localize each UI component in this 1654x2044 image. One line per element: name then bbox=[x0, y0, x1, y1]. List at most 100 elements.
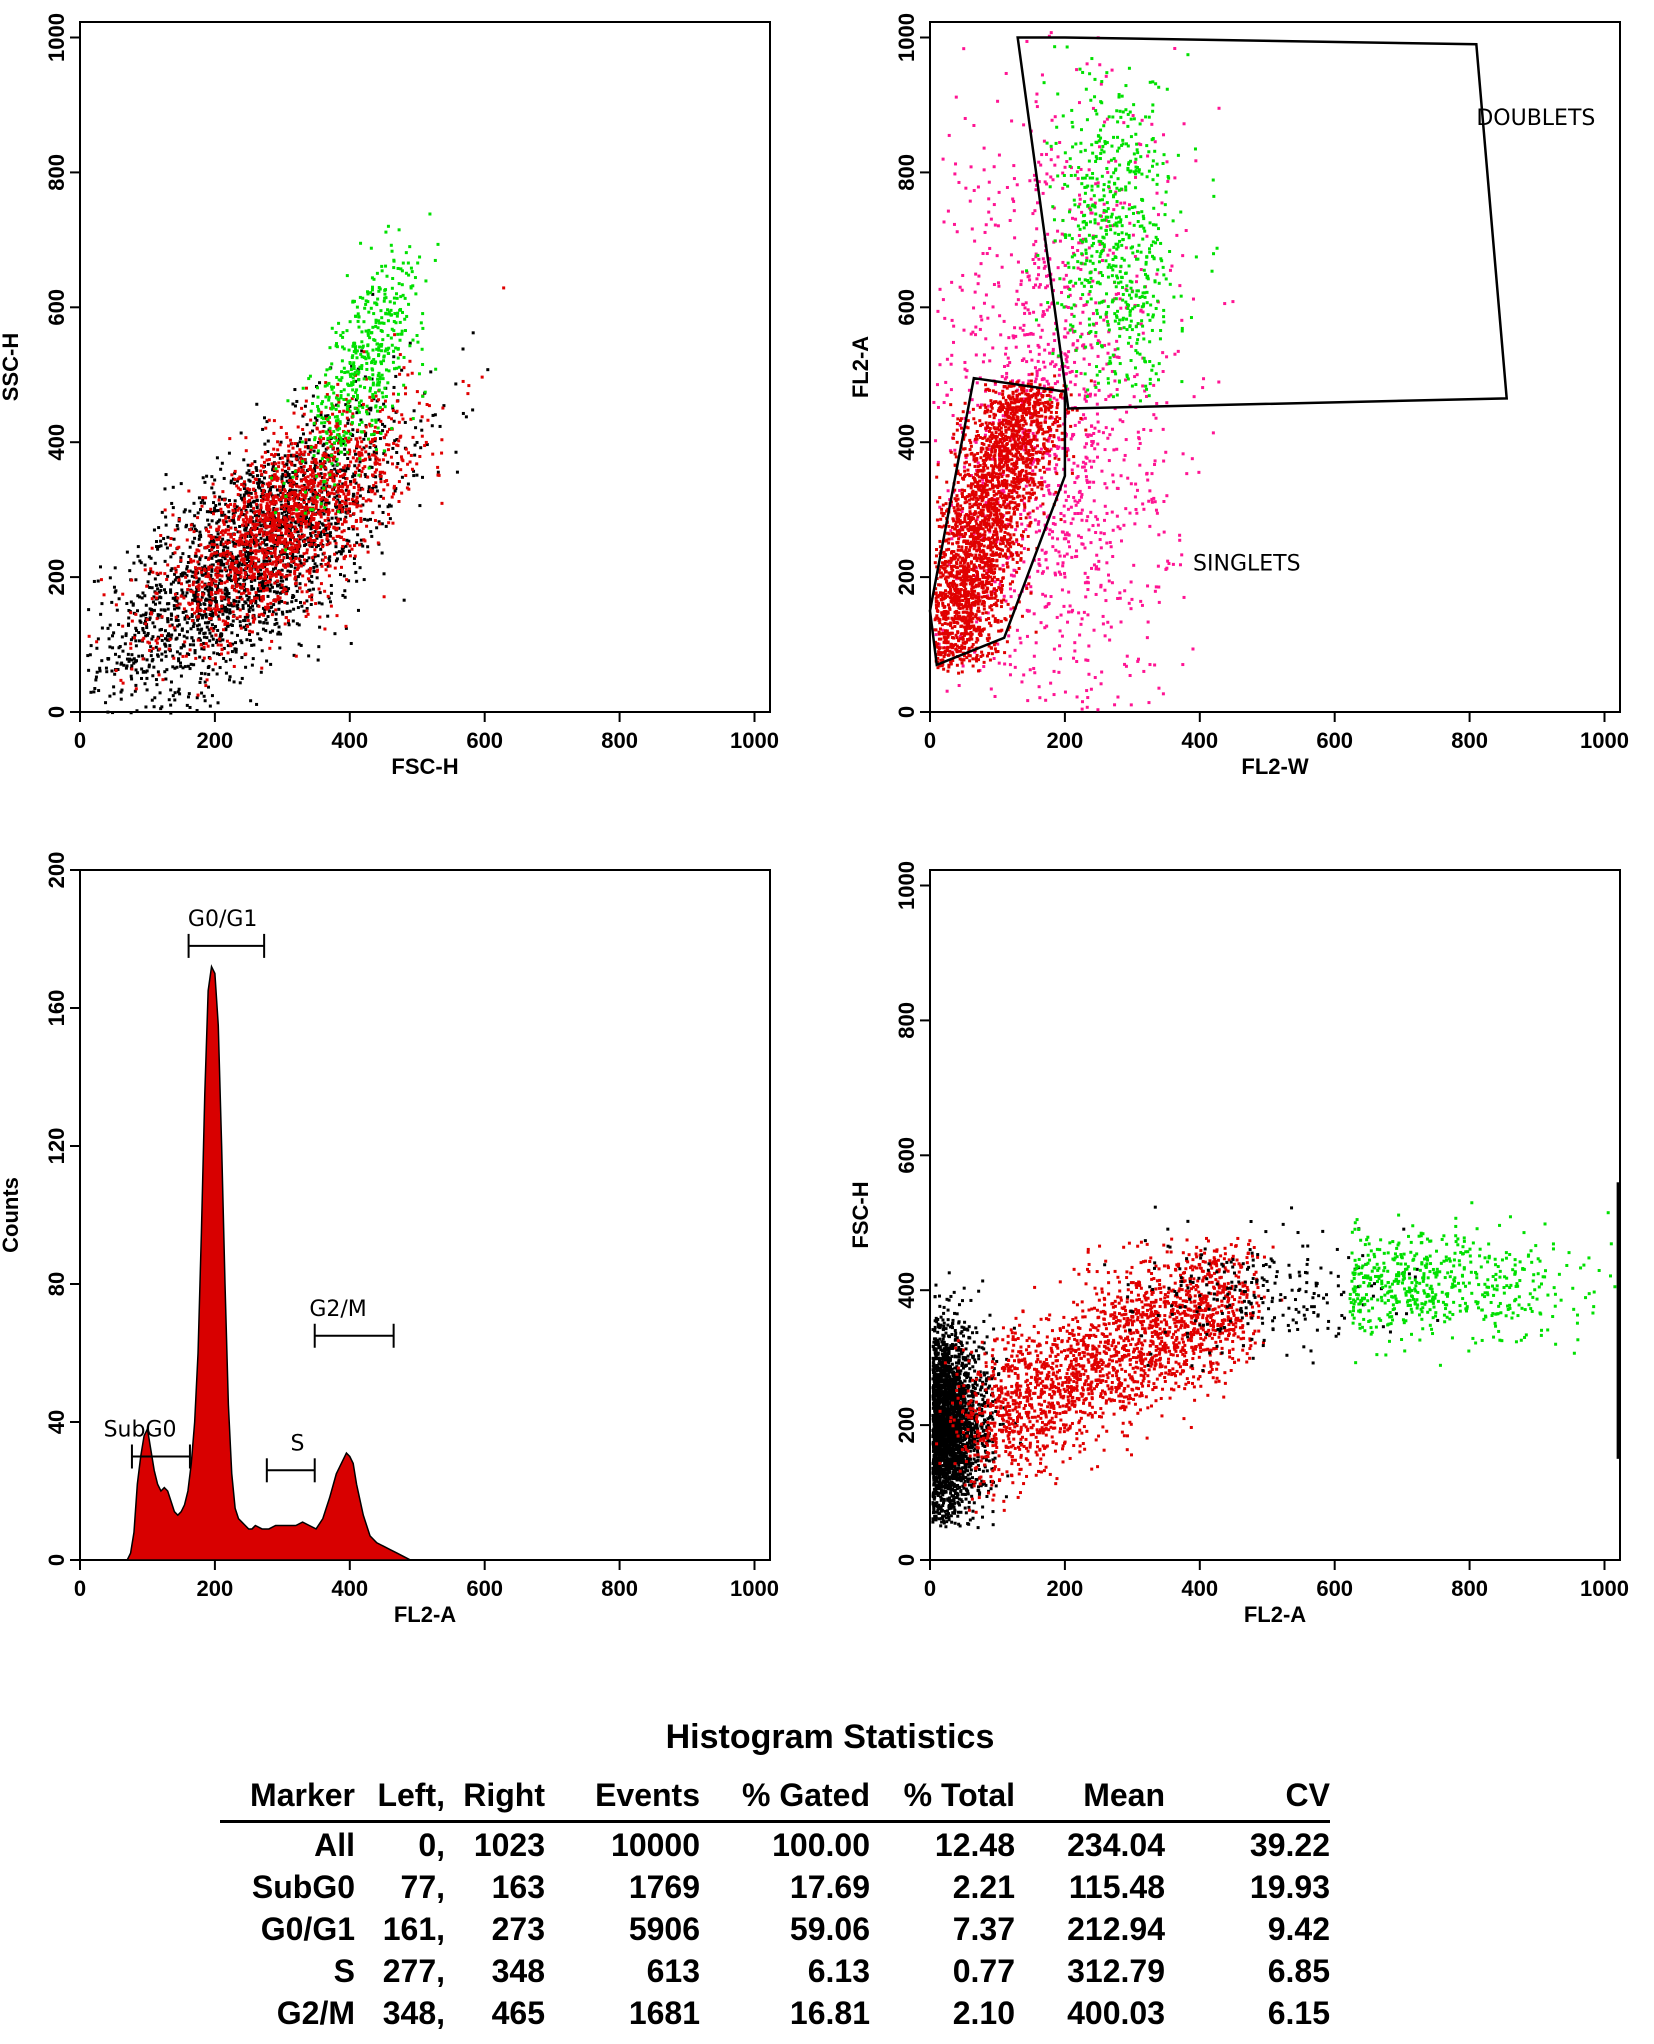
data-point bbox=[997, 456, 1001, 460]
data-point bbox=[189, 560, 193, 564]
data-point bbox=[163, 559, 167, 563]
data-point bbox=[389, 455, 393, 459]
data-point bbox=[294, 494, 298, 498]
data-point bbox=[286, 556, 290, 560]
data-point bbox=[276, 570, 280, 574]
data-point bbox=[349, 482, 353, 486]
data-point bbox=[293, 494, 297, 498]
data-point bbox=[250, 587, 254, 591]
data-point bbox=[366, 518, 370, 522]
data-point bbox=[210, 583, 214, 587]
data-point bbox=[324, 501, 328, 505]
data-point bbox=[226, 532, 230, 536]
data-point bbox=[245, 517, 249, 521]
data-point bbox=[296, 575, 300, 579]
data-point bbox=[335, 394, 339, 398]
data-point bbox=[269, 488, 273, 492]
data-point bbox=[346, 400, 350, 404]
data-point bbox=[270, 605, 274, 609]
data-point bbox=[141, 591, 145, 595]
data-point bbox=[210, 623, 214, 627]
data-point bbox=[207, 606, 211, 610]
data-point bbox=[215, 641, 219, 645]
data-point bbox=[382, 595, 386, 599]
data-point bbox=[427, 404, 431, 408]
data-point bbox=[247, 608, 251, 612]
data-point bbox=[353, 554, 357, 558]
data-point bbox=[199, 501, 203, 505]
data-point bbox=[260, 583, 264, 587]
data-point bbox=[291, 446, 295, 450]
data-point bbox=[1106, 170, 1110, 174]
data-point bbox=[149, 649, 153, 653]
data-point bbox=[308, 374, 312, 378]
data-point bbox=[319, 439, 323, 443]
data-point bbox=[272, 560, 276, 564]
data-point bbox=[364, 444, 368, 448]
data-point bbox=[354, 471, 358, 475]
data-point bbox=[410, 270, 414, 274]
data-point bbox=[259, 524, 263, 528]
data-point bbox=[402, 598, 406, 602]
data-point bbox=[366, 354, 370, 358]
data-point bbox=[1107, 573, 1111, 577]
data-point bbox=[339, 390, 343, 394]
data-point bbox=[129, 638, 133, 642]
data-point bbox=[274, 598, 278, 602]
data-point bbox=[346, 370, 350, 374]
data-point bbox=[216, 562, 220, 566]
data-point bbox=[226, 539, 230, 543]
data-point bbox=[247, 520, 251, 524]
data-point bbox=[1033, 671, 1037, 675]
data-point bbox=[307, 479, 311, 483]
data-point bbox=[975, 381, 979, 385]
data-point bbox=[243, 572, 247, 576]
data-point bbox=[288, 570, 292, 574]
data-point bbox=[340, 412, 344, 416]
data-point bbox=[328, 421, 332, 425]
data-point bbox=[374, 418, 378, 422]
data-point bbox=[326, 614, 330, 618]
data-point bbox=[325, 383, 329, 387]
data-point bbox=[352, 480, 356, 484]
data-point bbox=[303, 471, 307, 475]
data-point bbox=[315, 534, 319, 538]
data-point bbox=[1166, 179, 1170, 183]
data-point bbox=[319, 515, 323, 519]
data-point bbox=[1077, 534, 1081, 538]
data-point bbox=[1093, 426, 1097, 430]
data-point bbox=[234, 641, 238, 645]
data-point bbox=[399, 295, 403, 299]
data-point bbox=[215, 652, 219, 656]
data-point bbox=[1092, 628, 1096, 632]
data-point bbox=[973, 290, 977, 294]
data-point bbox=[290, 545, 294, 549]
data-point bbox=[255, 516, 259, 520]
data-point bbox=[1102, 532, 1106, 536]
data-point bbox=[1099, 583, 1103, 587]
data-point bbox=[169, 711, 173, 715]
data-point bbox=[283, 601, 287, 605]
data-point bbox=[129, 711, 133, 715]
data-point bbox=[296, 469, 300, 473]
data-point bbox=[214, 579, 218, 583]
data-point bbox=[1105, 541, 1109, 545]
data-point bbox=[294, 581, 298, 585]
data-point bbox=[365, 361, 369, 365]
data-point bbox=[351, 428, 355, 432]
data-point bbox=[326, 516, 330, 520]
data-point bbox=[284, 514, 288, 518]
data-point bbox=[377, 319, 381, 323]
data-point bbox=[307, 540, 311, 544]
data-point bbox=[217, 637, 221, 641]
data-point bbox=[334, 502, 338, 506]
data-point bbox=[235, 568, 239, 572]
data-point bbox=[366, 300, 370, 304]
data-point bbox=[344, 544, 348, 548]
data-point bbox=[327, 395, 331, 399]
data-point bbox=[98, 666, 102, 670]
data-point bbox=[357, 404, 361, 408]
data-point bbox=[300, 533, 304, 537]
data-point bbox=[370, 440, 374, 444]
data-point bbox=[327, 456, 331, 460]
